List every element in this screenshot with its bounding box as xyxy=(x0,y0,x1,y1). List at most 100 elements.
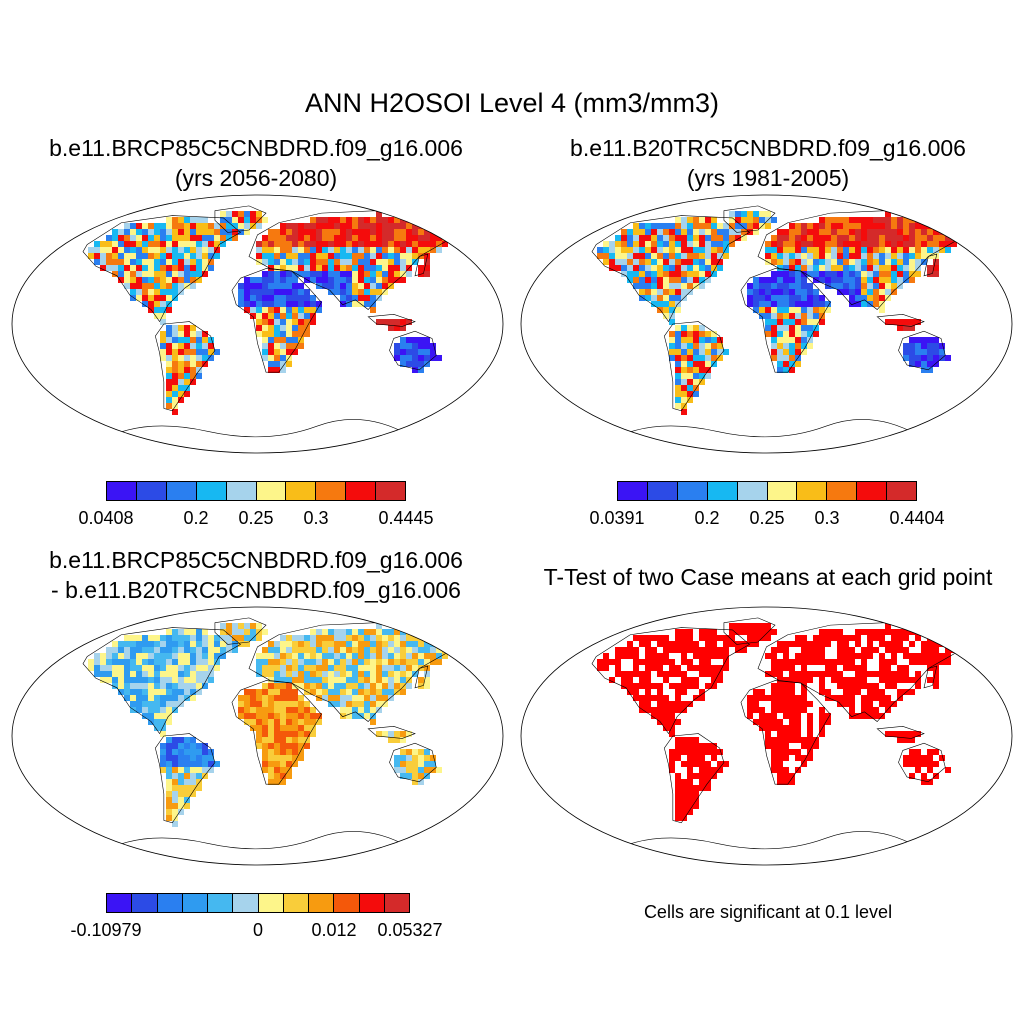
grid-cell xyxy=(825,719,831,725)
grid-cell xyxy=(304,301,310,307)
grid-cell xyxy=(777,683,783,689)
panel-3-map xyxy=(11,606,504,866)
grid-cell xyxy=(364,223,370,229)
grid-cell xyxy=(130,283,136,289)
grid-cell xyxy=(717,259,723,265)
colorbar-cell xyxy=(132,894,158,912)
grid-cell xyxy=(298,253,304,259)
grid-cell xyxy=(651,295,657,301)
grid-cell xyxy=(861,253,867,259)
grid-cell xyxy=(286,683,292,689)
grid-cell xyxy=(831,241,837,247)
grid-cell xyxy=(172,355,178,361)
grid-cell xyxy=(286,361,292,367)
grid-cell xyxy=(430,653,436,659)
grid-cell xyxy=(346,283,352,289)
grid-cell xyxy=(436,229,442,235)
grid-cell xyxy=(394,325,400,331)
grid-cell xyxy=(705,331,711,337)
colorbar-cell xyxy=(887,482,917,500)
grid-cell xyxy=(178,785,184,791)
grid-cell xyxy=(849,689,855,695)
grid-cell xyxy=(777,719,783,725)
grid-cell xyxy=(274,665,280,671)
grid-cell xyxy=(280,235,286,241)
grid-cell xyxy=(262,653,268,659)
grid-cell xyxy=(118,229,124,235)
grid-cell xyxy=(645,677,651,683)
grid-cell xyxy=(184,361,190,367)
coastline-australia xyxy=(898,330,946,371)
grid-cell xyxy=(705,355,711,361)
grid-cell xyxy=(861,701,867,707)
grid-cell xyxy=(789,641,795,647)
grid-cell xyxy=(208,247,214,253)
grid-cell xyxy=(424,337,430,343)
grid-cell xyxy=(316,671,322,677)
grid-cell xyxy=(172,265,178,271)
grid-cell xyxy=(274,779,280,785)
grid-cell xyxy=(753,623,759,629)
grid-cell xyxy=(927,361,933,367)
grid-cell xyxy=(771,253,777,259)
grid-cell xyxy=(681,229,687,235)
grid-cell xyxy=(807,647,813,653)
grid-cell xyxy=(172,737,178,743)
grid-cell xyxy=(879,629,885,635)
grid-cell xyxy=(292,701,298,707)
grid-cell xyxy=(190,277,196,283)
grid-cell xyxy=(274,731,280,737)
grid-cell xyxy=(370,259,376,265)
grid-cell xyxy=(106,265,112,271)
grid-cell xyxy=(412,767,418,773)
grid-cell xyxy=(945,641,951,647)
grid-cell xyxy=(873,235,879,241)
grid-cell xyxy=(777,247,783,253)
grid-cell xyxy=(729,211,735,217)
grid-cell xyxy=(184,755,190,761)
grid-cell xyxy=(795,271,801,277)
grid-cell xyxy=(184,635,190,641)
grid-cell xyxy=(711,773,717,779)
grid-cell xyxy=(639,283,645,289)
grid-cell xyxy=(627,241,633,247)
grid-cell xyxy=(681,349,687,355)
grid-cell xyxy=(136,271,142,277)
grid-cell xyxy=(783,289,789,295)
grid-cell xyxy=(370,217,376,223)
colorbar-cell xyxy=(316,482,347,500)
grid-cell xyxy=(424,241,430,247)
grid-cell xyxy=(669,289,675,295)
grid-cell xyxy=(280,289,286,295)
grid-cell xyxy=(244,701,250,707)
grid-cell xyxy=(292,253,298,259)
grid-cell xyxy=(771,313,777,319)
grid-cell xyxy=(130,635,136,641)
grid-cell xyxy=(358,223,364,229)
grid-cell xyxy=(136,229,142,235)
grid-cell xyxy=(771,289,777,295)
grid-cell xyxy=(304,719,310,725)
grid-cell xyxy=(759,629,765,635)
grid-cell xyxy=(699,749,705,755)
grid-cell xyxy=(316,223,322,229)
grid-cell xyxy=(927,367,933,373)
grid-cell xyxy=(885,629,891,635)
grid-cell xyxy=(819,647,825,653)
grid-cell xyxy=(340,635,346,641)
grid-cell xyxy=(364,271,370,277)
grid-cell xyxy=(729,235,735,241)
grid-cell xyxy=(418,779,424,785)
grid-cell xyxy=(873,259,879,265)
grid-cell xyxy=(172,821,178,827)
grid-cell xyxy=(771,277,777,283)
grid-cell xyxy=(717,247,723,253)
grid-cell xyxy=(789,289,795,295)
grid-cell xyxy=(328,647,334,653)
grid-cell xyxy=(873,671,879,677)
grid-cell xyxy=(789,253,795,259)
grid-cell xyxy=(873,247,879,253)
grid-cell xyxy=(316,307,322,313)
grid-cell xyxy=(172,761,178,767)
grid-cell xyxy=(687,229,693,235)
